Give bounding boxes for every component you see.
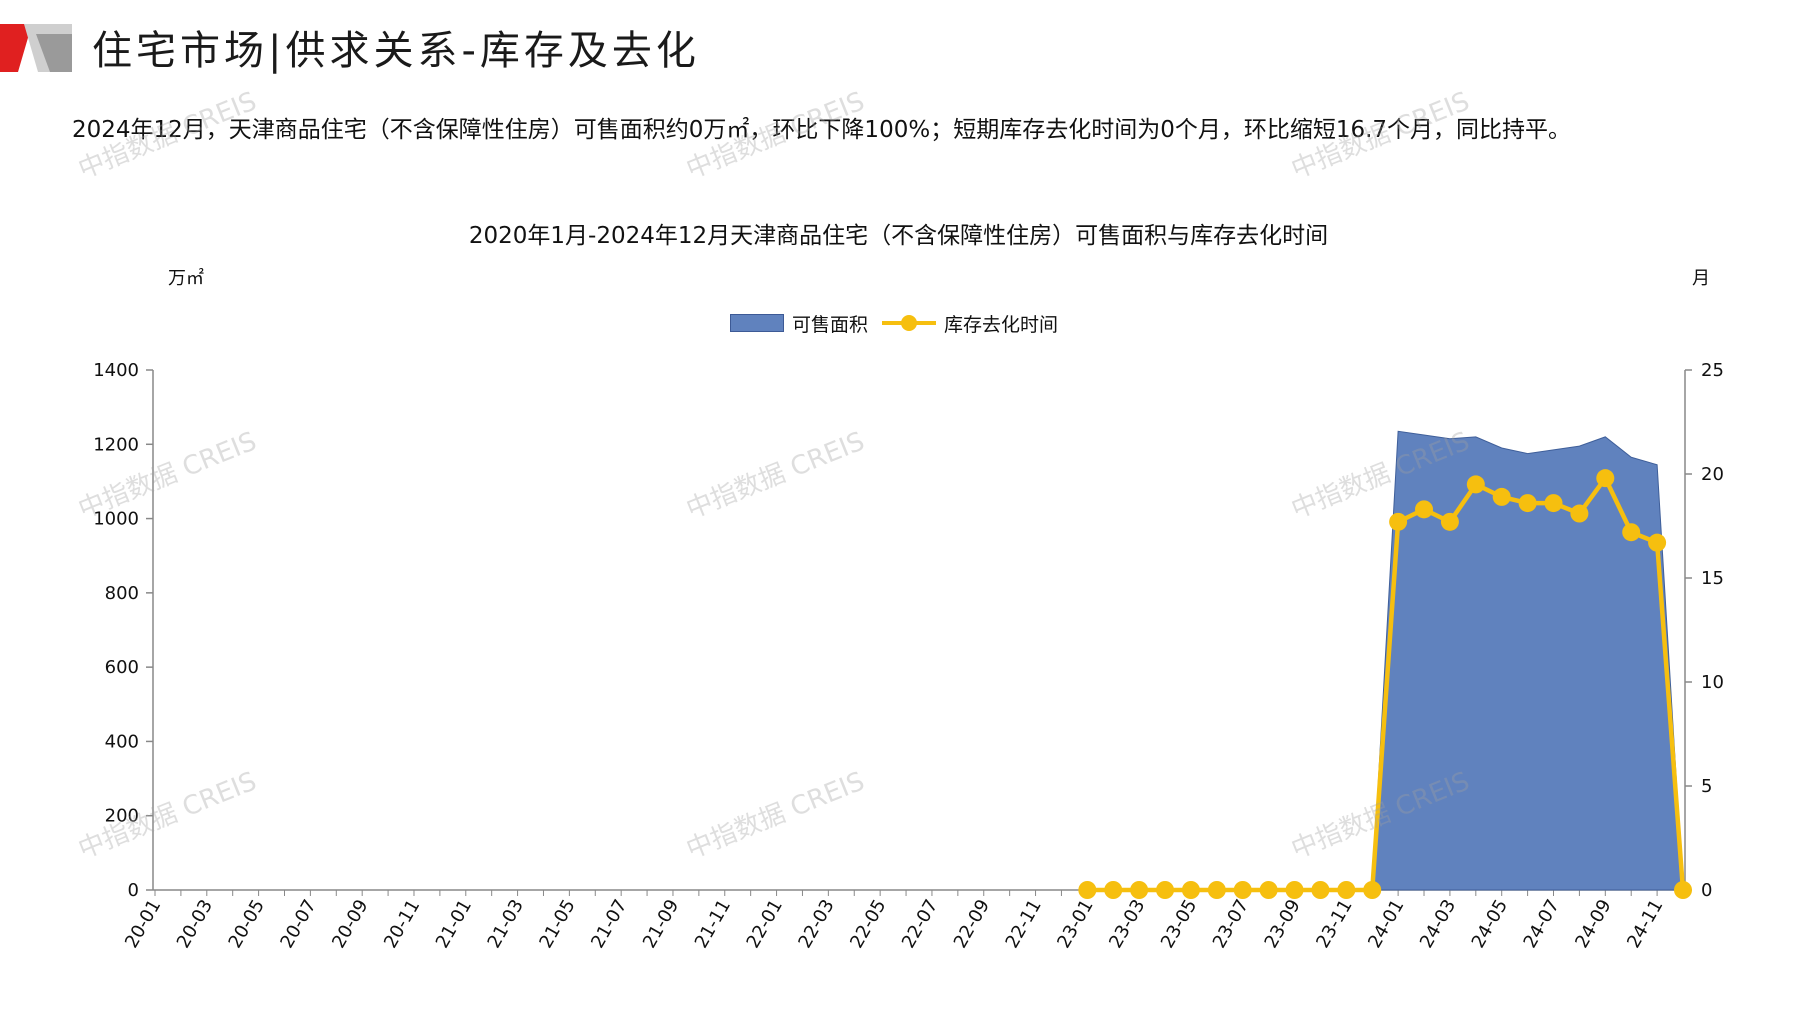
line-point (1311, 881, 1330, 899)
brand-corner-logo (0, 24, 72, 72)
line-point (1130, 881, 1149, 899)
x-tick-label: 21-09 (639, 896, 683, 952)
x-tick-label: 23-11 (1312, 896, 1356, 952)
line-point (1648, 533, 1667, 552)
x-tick-label: 22-11 (1002, 896, 1046, 952)
line-point (1078, 881, 1097, 899)
x-tick-label: 24-07 (1519, 896, 1563, 952)
line-point (1285, 881, 1304, 899)
line-point (1415, 500, 1434, 519)
x-tick-label: 21-03 (484, 896, 528, 952)
x-tick-label: 24-09 (1571, 896, 1615, 952)
x-tick-label: 23-03 (1105, 896, 1149, 952)
left-tick-label: 0 (128, 880, 139, 901)
left-tick-label: 600 (105, 657, 139, 678)
x-tick-label: 20-01 (121, 896, 165, 952)
x-tick-label: 20-11 (380, 896, 424, 952)
legend-swatch-area (730, 314, 784, 332)
summary-text: 2024年12月，天津商品住宅（不含保障性住房）可售面积约0万㎡，环比下降100… (72, 117, 1572, 143)
right-axis-unit: 月 (1692, 268, 1710, 289)
x-tick-label: 20-07 (276, 896, 320, 952)
x-tick-label: 23-01 (1053, 896, 1097, 952)
line-point (1104, 881, 1123, 899)
x-tick-label: 24-03 (1416, 896, 1460, 952)
x-tick-label: 22-09 (950, 896, 994, 952)
right-tick-label: 20 (1701, 464, 1724, 485)
line-point (1233, 881, 1252, 899)
line-point (1544, 494, 1563, 513)
right-tick-label: 5 (1701, 776, 1712, 797)
right-tick-label: 0 (1701, 880, 1712, 901)
line-point (1259, 881, 1278, 899)
line-point (1207, 881, 1226, 899)
x-tick-label: 21-01 (432, 896, 476, 952)
legend-label-line: 库存去化时间 (944, 313, 1059, 336)
x-tick-label: 24-11 (1623, 896, 1667, 952)
line-point (1622, 523, 1641, 542)
line-point (1596, 469, 1615, 488)
line-point (1440, 512, 1459, 531)
x-tick-label: 23-07 (1209, 896, 1253, 952)
x-tick-label: 24-05 (1468, 896, 1512, 952)
left-tick-label: 1200 (93, 434, 139, 455)
left-tick-label: 1000 (93, 509, 139, 530)
left-tick-label: 200 (105, 806, 139, 827)
line-point (1156, 881, 1175, 899)
page-title: 住宅市场|供求关系-库存及去化 (92, 28, 700, 74)
x-tick-label: 20-03 (173, 896, 217, 952)
line-point (1570, 504, 1589, 523)
left-tick-label: 800 (105, 583, 139, 604)
line-point (1466, 475, 1485, 494)
line-point (1492, 487, 1511, 506)
right-tick-label: 25 (1701, 360, 1724, 381)
legend-swatch-line (882, 310, 937, 336)
left-axis-unit: 万㎡ (168, 268, 204, 289)
right-tick-label: 15 (1701, 568, 1724, 589)
chart-legend: 可售面积 库存去化时间 (730, 310, 1064, 336)
line-point (1181, 881, 1200, 899)
right-tick-label: 10 (1701, 672, 1724, 693)
x-tick-label: 24-01 (1364, 896, 1408, 952)
line-point (1389, 512, 1408, 531)
legend-label-area: 可售面积 (792, 313, 869, 336)
x-tick-label: 22-07 (898, 896, 942, 952)
line-point (1337, 881, 1356, 899)
x-tick-label: 21-07 (587, 896, 631, 952)
left-tick-label: 400 (105, 731, 139, 752)
x-tick-label: 20-05 (225, 896, 269, 952)
x-tick-label: 21-05 (535, 896, 579, 952)
left-tick-label: 1400 (93, 360, 139, 381)
area-series-saleable-area (1371, 430, 1684, 891)
line-point (1674, 881, 1692, 899)
x-tick-label: 23-09 (1261, 896, 1305, 952)
x-tick-label: 22-05 (846, 896, 890, 952)
line-point (1518, 494, 1537, 513)
line-point (1363, 881, 1382, 899)
x-tick-label: 21-11 (691, 896, 735, 952)
x-tick-label: 23-05 (1157, 896, 1201, 952)
x-tick-label: 22-03 (794, 896, 838, 952)
x-tick-label: 20-09 (328, 896, 372, 952)
chart-title: 2020年1月-2024年12月天津商品住宅（不含保障性住房）可售面积与库存去化… (468, 223, 1329, 249)
x-tick-label: 22-01 (743, 896, 787, 952)
